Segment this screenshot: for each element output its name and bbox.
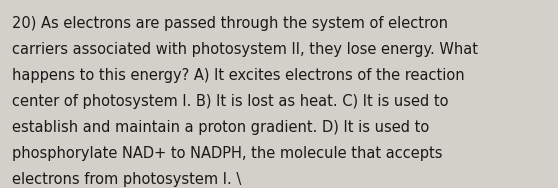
Text: center of photosystem I. B) It is lost as heat. C) It is used to: center of photosystem I. B) It is lost a…	[12, 94, 449, 109]
Text: carriers associated with photosystem II, they lose energy. What: carriers associated with photosystem II,…	[12, 42, 478, 57]
Text: phosphorylate NAD+ to NADPH, the molecule that accepts: phosphorylate NAD+ to NADPH, the molecul…	[12, 146, 443, 161]
Text: 20) As electrons are passed through the system of electron: 20) As electrons are passed through the …	[12, 16, 448, 31]
Text: happens to this energy? A) It excites electrons of the reaction: happens to this energy? A) It excites el…	[12, 68, 465, 83]
Text: electrons from photosystem I. \: electrons from photosystem I. \	[12, 172, 242, 187]
Text: establish and maintain a proton gradient. D) It is used to: establish and maintain a proton gradient…	[12, 120, 430, 135]
